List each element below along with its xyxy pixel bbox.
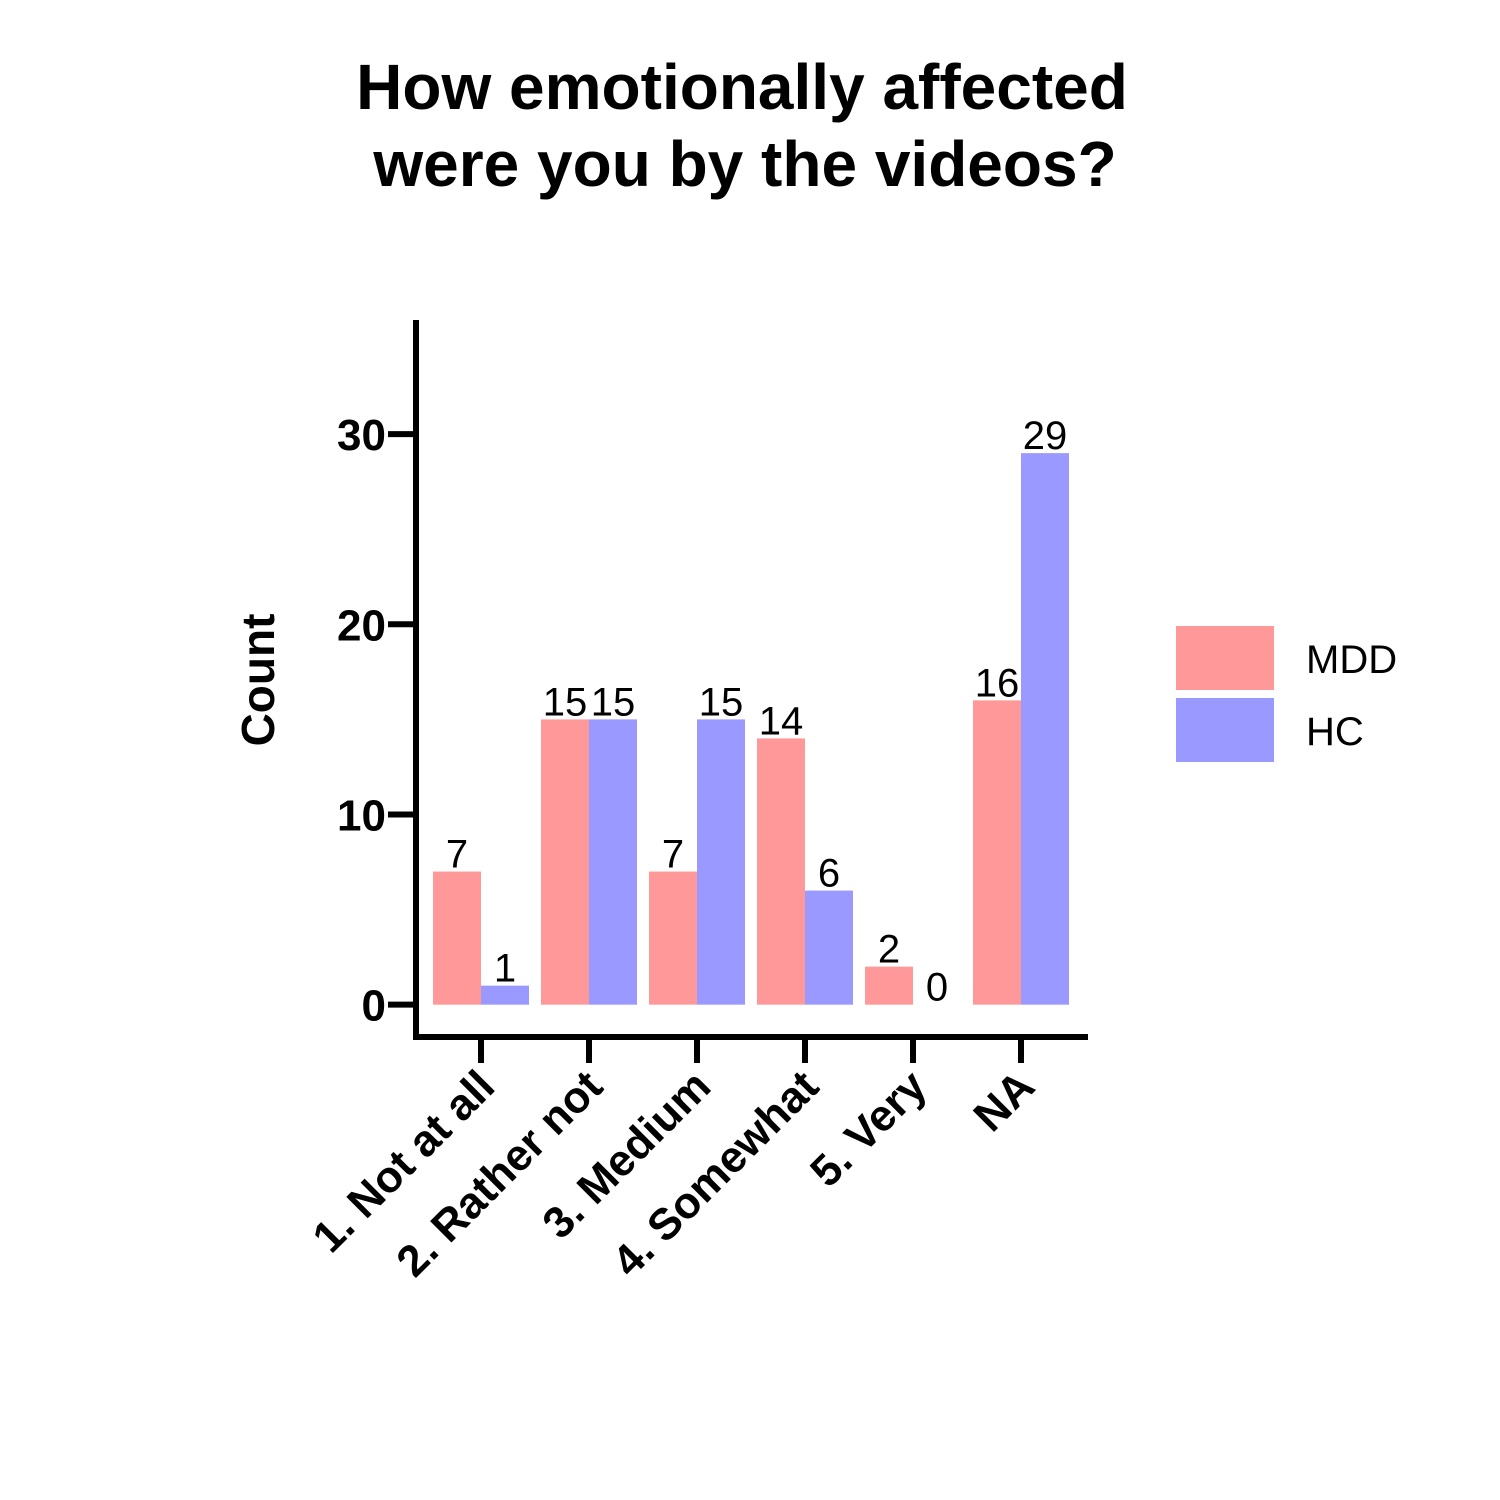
bar-mdd-4 bbox=[757, 738, 805, 1005]
data-label-mdd-5: 2 bbox=[878, 928, 900, 972]
y-tick-label-20: 20 bbox=[337, 601, 386, 650]
data-label-mdd-2: 15 bbox=[543, 680, 588, 724]
data-label-mdd-6: 16 bbox=[975, 661, 1020, 705]
bar-hc-6 bbox=[1021, 453, 1069, 1005]
chart-title-line-2: were you by the videos? bbox=[372, 128, 1116, 200]
bar-hc-2 bbox=[589, 719, 637, 1005]
y-axis: 0 10 20 30 bbox=[337, 320, 419, 1039]
bar-hc-3 bbox=[697, 719, 745, 1005]
bar-mdd-6 bbox=[973, 700, 1021, 1005]
data-label-mdd-3: 7 bbox=[662, 833, 684, 877]
bar-hc-4 bbox=[805, 890, 853, 1005]
bar-mdd-3 bbox=[649, 871, 697, 1005]
bar-mdd-1 bbox=[433, 871, 481, 1005]
y-tick-label-30: 30 bbox=[337, 411, 386, 460]
legend-label-hc: HC bbox=[1306, 710, 1364, 754]
x-tick-label-6: NA bbox=[964, 1061, 1044, 1141]
legend: MDD HC bbox=[1176, 626, 1397, 762]
y-axis-label: Count bbox=[232, 614, 284, 747]
bar-mdd-2 bbox=[541, 719, 589, 1005]
legend-label-mdd: MDD bbox=[1306, 638, 1397, 682]
legend-swatch-hc bbox=[1176, 698, 1274, 762]
data-label-mdd-4: 14 bbox=[759, 699, 804, 743]
chart-title-line-1: How emotionally affected bbox=[356, 51, 1128, 123]
data-label-mdd-1: 7 bbox=[446, 833, 468, 877]
y-tick-label-10: 10 bbox=[337, 791, 386, 840]
data-label-hc-5: 0 bbox=[926, 966, 948, 1010]
bar-mdd-5 bbox=[865, 966, 913, 1005]
data-label-hc-4: 6 bbox=[818, 852, 840, 896]
x-tick-label-5: 5. Very bbox=[801, 1061, 936, 1196]
data-label-hc-2: 15 bbox=[591, 680, 636, 724]
data-label-hc-3: 15 bbox=[699, 680, 744, 724]
data-label-hc-6: 29 bbox=[1023, 414, 1068, 458]
bar-hc-1 bbox=[481, 985, 529, 1005]
bars-group bbox=[433, 453, 1069, 1005]
legend-swatch-mdd bbox=[1176, 626, 1274, 690]
y-tick-label-0: 0 bbox=[362, 982, 386, 1031]
data-label-hc-1: 1 bbox=[494, 947, 516, 991]
